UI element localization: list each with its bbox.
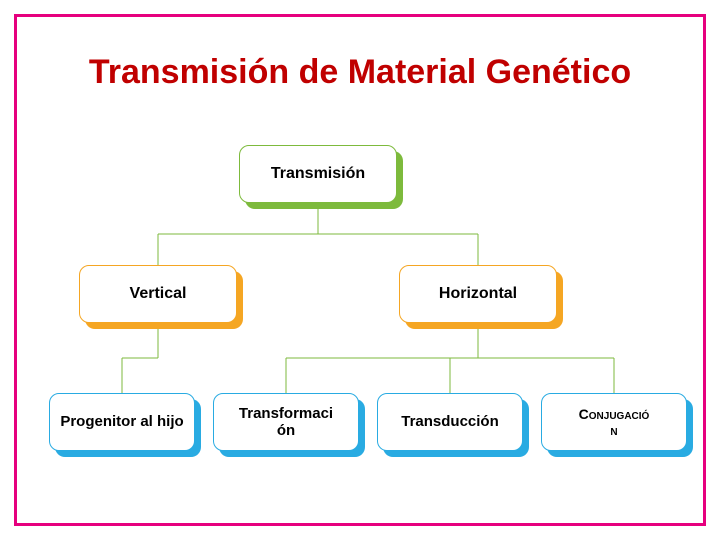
tree-node-l3: Transducción bbox=[377, 393, 523, 451]
node-label: Transducción bbox=[377, 393, 523, 451]
node-label: Conjugación bbox=[541, 393, 687, 451]
node-label: Transmisión bbox=[239, 145, 397, 203]
node-label: Vertical bbox=[79, 265, 237, 323]
node-label: Progenitor al hijo bbox=[49, 393, 195, 451]
slide-title: Transmisión de Material Genético bbox=[17, 53, 703, 92]
tree-node-l2: Transformación bbox=[213, 393, 359, 451]
slide-frame: Transmisión de Material Genético Transmi… bbox=[14, 14, 706, 526]
node-label: Horizontal bbox=[399, 265, 557, 323]
tree-node-v: Vertical bbox=[79, 265, 237, 323]
node-label: Transformación bbox=[213, 393, 359, 451]
tree-node-h: Horizontal bbox=[399, 265, 557, 323]
tree-node-l4: Conjugación bbox=[541, 393, 687, 451]
tree-node-l1: Progenitor al hijo bbox=[49, 393, 195, 451]
tree-node-root: Transmisión bbox=[239, 145, 397, 203]
